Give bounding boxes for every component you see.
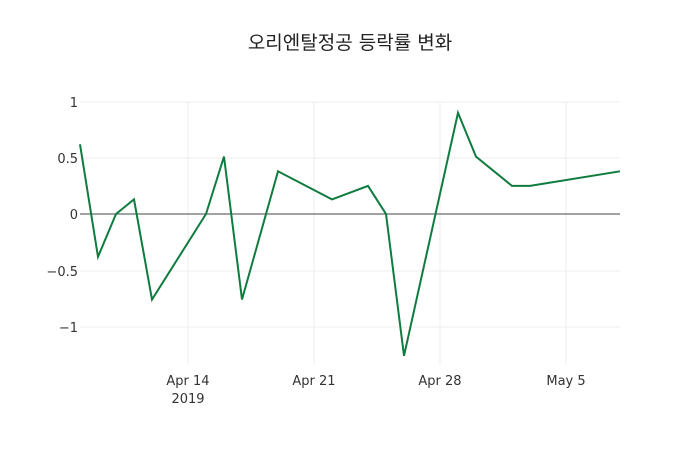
grid <box>80 101 620 365</box>
xtick-label: May 5 <box>546 374 585 389</box>
xtick-label: Apr 21 <box>292 374 335 389</box>
xtick-label: Apr 28 <box>418 374 461 389</box>
ytick-label: −1 <box>59 321 78 336</box>
xtick-label: Apr 14 <box>166 374 209 389</box>
ytick-label: 0.5 <box>57 152 78 167</box>
ytick-label: 1 <box>70 96 78 111</box>
chart-title: 오리엔탈정공 등락률 변화 <box>247 32 453 54</box>
series-line <box>79 109 621 357</box>
ytick-label: −0.5 <box>46 265 78 280</box>
xtick-year: 2019 <box>171 392 204 407</box>
x-axis-ticks: Apr 14 2019 Apr 21 Apr 28 May 5 <box>166 374 585 407</box>
y-axis-ticks: 1 0.5 0 −0.5 −1 <box>46 96 78 336</box>
ytick-label: 0 <box>70 208 78 223</box>
